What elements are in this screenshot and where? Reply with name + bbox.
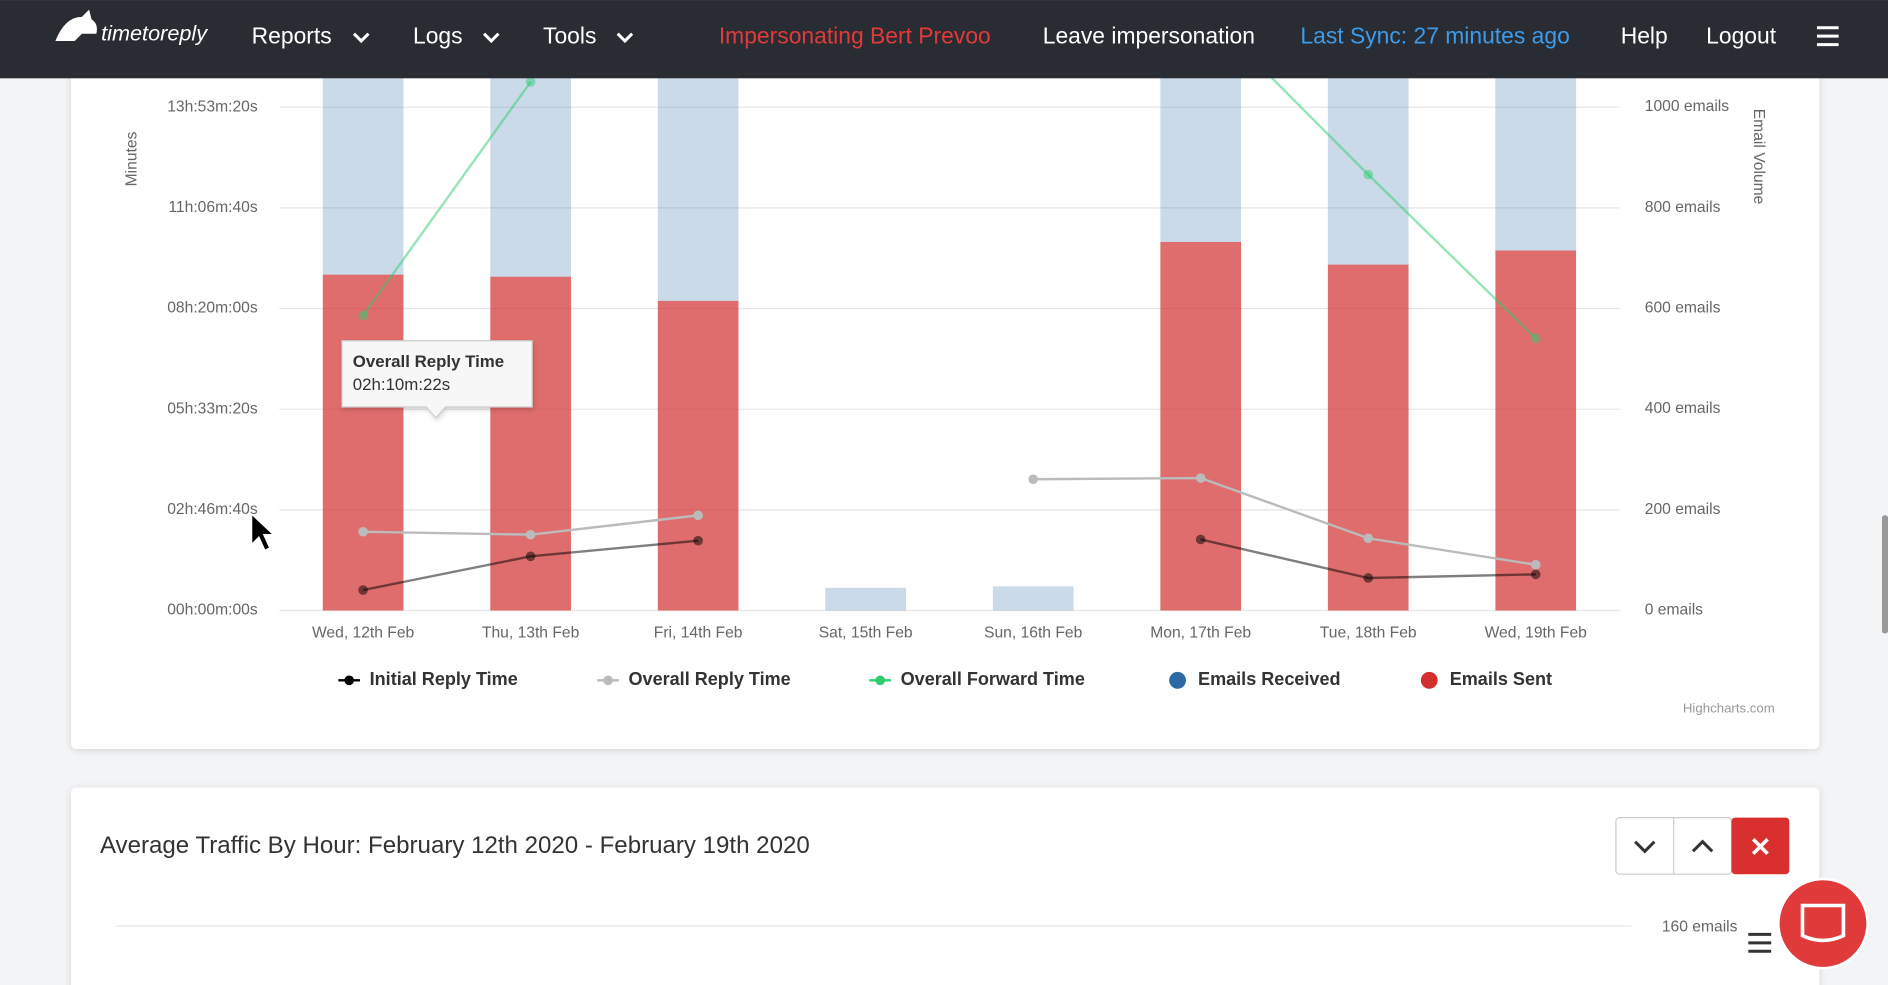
legend-label: Overall Forward Time (901, 669, 1085, 689)
series-layer (322, 78, 1577, 611)
legend-marker (344, 675, 354, 686)
legend-marker (1420, 671, 1438, 689)
point (1195, 473, 1206, 483)
point (358, 526, 368, 537)
logo-icon (55, 9, 97, 41)
legend-label: Overall Reply Time (629, 669, 791, 689)
point (525, 529, 536, 540)
legend-label: Initial Reply Time (370, 669, 518, 689)
logout-link[interactable]: Logout (1706, 22, 1777, 48)
logo[interactable]: timetoreply (101, 21, 208, 46)
panel-buttons (1615, 817, 1790, 875)
point (1530, 559, 1541, 570)
chevron (616, 32, 634, 44)
close-icon (1751, 837, 1769, 856)
point (1363, 573, 1374, 583)
tooltip-title: Overall Reply Time (353, 352, 504, 371)
y2-axis-title: Email Volume (1750, 109, 1767, 205)
y2-tick-label: 400 emails (1645, 400, 1721, 417)
bar (490, 78, 571, 277)
plot: 00h:00m:00s 02h:46m:40s 05h:33m:20s 08h:20m… (167, 78, 1730, 689)
x-tick-label: Sat, 15th Feb (819, 625, 913, 642)
credit: Highcharts.com (1683, 701, 1775, 716)
navbar-bg (0, 0, 1888, 79)
panel-card (71, 787, 1820, 985)
legend-marker (603, 675, 613, 686)
bar (825, 587, 906, 611)
point (1195, 534, 1206, 545)
y-tick-label: 00h:00m:00s (167, 602, 258, 619)
line (1033, 476, 1536, 566)
export-menu[interactable] (1748, 932, 1772, 953)
x-tick-label: Mon, 17th Feb (1150, 625, 1251, 642)
menu-item[interactable]: Reports (252, 22, 332, 48)
scrollbar (1881, 515, 1888, 634)
y-axis-title: Minutes (124, 131, 141, 186)
bar (322, 78, 404, 275)
menu-item[interactable]: Logs (413, 22, 463, 48)
navbar: timetoreply Reports Logs Tools Impersona… (0, 0, 1888, 79)
y2-tick-label: 200 emails (1645, 501, 1721, 518)
x-tick-label: Thu, 13th Feb (482, 625, 580, 642)
point (1530, 569, 1541, 580)
help-link[interactable]: Help (1621, 22, 1668, 48)
menu-icon[interactable] (1816, 26, 1839, 47)
y-tick-label: 02h:46m:40s (167, 501, 258, 518)
bar (1160, 78, 1242, 242)
legend-label: Emails Received (1198, 669, 1340, 689)
bar (1327, 264, 1409, 611)
point (693, 510, 703, 521)
chat-icon (1800, 903, 1846, 943)
x-tick-label: Fri, 14th Feb (654, 625, 743, 642)
sync-link[interactable]: Last Sync: 27 minutes ago (1300, 22, 1569, 48)
point (525, 551, 536, 562)
legend-label: Emails Sent (1450, 669, 1552, 689)
x-tick-label: Tue, 18th Feb (1320, 625, 1417, 642)
expand-button[interactable] (1691, 839, 1714, 853)
point (1530, 333, 1541, 344)
point (693, 535, 703, 546)
bar (657, 300, 739, 611)
y-tick-label: 08h:20m:00s (167, 300, 258, 317)
y-tick-label: 05h:33m:20s (167, 400, 258, 417)
y2-tick-label: 800 emails (1645, 199, 1721, 216)
y-tick-label: 13h:53m:20s (167, 98, 258, 115)
impersonating: Impersonating Bert Prevoo (719, 22, 991, 48)
tooltip-value: 02h:10m:22s (353, 375, 450, 394)
panel-title: Average Traffic By Hour: February 12th 2… (100, 832, 810, 859)
point (358, 310, 368, 321)
y2-tick-label: 600 emails (1645, 300, 1721, 317)
point (1363, 169, 1374, 180)
legend-marker (875, 675, 885, 686)
cursor (251, 512, 275, 552)
bar (657, 78, 739, 301)
legend-marker (1169, 671, 1187, 689)
x-tick-label: Wed, 19th Feb (1485, 625, 1588, 642)
bar (1495, 250, 1577, 611)
point (358, 585, 368, 595)
bar (322, 274, 404, 611)
x-tick-label: Sun, 16th Feb (984, 625, 1083, 642)
y-tick-label: 11h:06m:40s (168, 199, 257, 216)
chevron (482, 32, 500, 44)
point (1028, 474, 1038, 485)
chat-button[interactable] (1777, 877, 1869, 970)
tooltip: Overall Reply Time 02h:10m:22s (341, 340, 533, 419)
y2-tick-label: 0 emails (1645, 602, 1703, 619)
point (525, 78, 536, 87)
bar (992, 586, 1074, 611)
y2-tick-label: 1000 emails (1645, 98, 1730, 115)
bar (1495, 78, 1577, 251)
menu-item[interactable]: Tools (543, 22, 596, 48)
leave-link[interactable]: Leave impersonation (1043, 22, 1255, 48)
bar (1160, 241, 1242, 611)
collapse-button[interactable] (1634, 840, 1656, 854)
point (1363, 533, 1374, 544)
x-tick-label: Wed, 12th Feb (312, 625, 415, 642)
chevron (352, 32, 370, 44)
panel-tick-label: 160 emails (1662, 918, 1738, 935)
line (362, 81, 532, 317)
